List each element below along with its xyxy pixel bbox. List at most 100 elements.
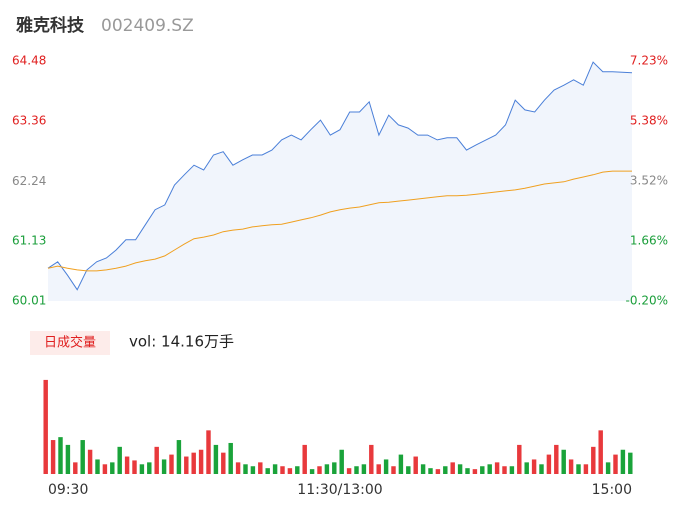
volume-bar	[317, 466, 322, 474]
volume-title: vol: 14.16万手	[129, 333, 234, 351]
y2-tick-label: 1.66%	[630, 233, 668, 247]
volume-bar	[87, 449, 93, 474]
volume-bar	[243, 464, 248, 474]
volume-bar	[398, 454, 404, 474]
volume-bar	[332, 462, 337, 474]
volume-bar	[591, 446, 596, 474]
volume-bar	[206, 430, 211, 474]
volume-bar	[43, 379, 48, 474]
volume-bar	[132, 460, 137, 474]
volume-bar	[272, 464, 278, 474]
volume-bar	[324, 464, 330, 474]
volume-bar	[169, 454, 174, 474]
y-tick-label: 61.13	[12, 233, 46, 247]
series-line	[47, 170, 632, 272]
volume-bar	[435, 469, 441, 474]
volume-bar	[280, 466, 285, 474]
volume-bar	[265, 468, 270, 474]
volume-bar	[406, 466, 411, 474]
volume-bar	[354, 466, 359, 474]
volume-bar	[502, 466, 507, 474]
volume-bar	[80, 440, 85, 474]
volume-bar	[546, 454, 552, 474]
y-tick-label: 60.01	[12, 294, 46, 308]
volume-bar	[287, 468, 293, 474]
volume-bar	[472, 469, 478, 474]
stock-code: 002409.SZ	[101, 16, 194, 36]
volume-bar	[413, 456, 418, 474]
volume-bar	[295, 466, 300, 474]
volume-bar	[176, 440, 182, 474]
x-tick-label: 11:30/13:00	[297, 482, 382, 498]
volume-bar	[161, 459, 167, 474]
volume-bar	[58, 437, 63, 474]
volume-bar	[213, 444, 219, 474]
volume-bar	[420, 464, 426, 474]
volume-bar	[524, 462, 529, 474]
volume-bar	[613, 454, 618, 474]
volume-bar	[191, 452, 196, 474]
volume-bar	[450, 462, 455, 474]
volume-tab: 日成交量	[44, 335, 96, 351]
volume-bar	[554, 444, 559, 474]
volume-bar	[428, 468, 433, 474]
y2-tick-label: 7.23%	[630, 54, 668, 68]
y-tick-label: 64.48	[12, 54, 46, 68]
x-tick-label: 09:30	[48, 482, 88, 498]
volume-bar	[65, 444, 71, 474]
volume-tab-bg	[30, 331, 110, 355]
volume-bar	[309, 469, 315, 474]
volume-bar	[376, 464, 381, 474]
volume-bar	[302, 444, 307, 474]
volume-bar	[117, 446, 122, 474]
volume-bar	[346, 468, 352, 474]
volume-bar	[124, 456, 130, 474]
volume-bar	[383, 459, 389, 474]
volume-bar	[221, 452, 226, 474]
volume-bar	[95, 459, 100, 474]
volume-bar	[391, 466, 396, 474]
volume-bar	[73, 462, 78, 474]
y2-tick-label: -0.20%	[626, 294, 668, 308]
volume-bar	[369, 444, 374, 474]
stock-name: 雅克科技	[15, 15, 85, 36]
volume-bar	[102, 464, 108, 474]
volume-bar	[147, 462, 152, 474]
volume-bar	[539, 464, 544, 474]
volume-bar	[494, 462, 500, 474]
volume-bar	[561, 449, 566, 474]
y2-tick-label: 3.52%	[630, 173, 668, 187]
volume-bar	[154, 446, 159, 474]
series-line	[47, 61, 633, 291]
volume-bar	[509, 466, 515, 474]
volume-bar	[184, 456, 189, 474]
volume-bar	[487, 464, 492, 474]
volume-bar	[568, 459, 574, 474]
volume-bar	[628, 452, 633, 474]
volume-bar	[250, 466, 256, 474]
volume-bar	[605, 462, 611, 474]
volume-bar	[531, 459, 537, 474]
volume-bar	[576, 464, 581, 474]
volume-bar	[480, 466, 485, 474]
x-tick-label: 15:00	[592, 482, 632, 498]
y-tick-label: 62.24	[12, 174, 46, 188]
volume-bar	[465, 468, 470, 474]
volume-bar	[517, 444, 522, 474]
volume-bar	[228, 442, 233, 474]
volume-bar	[110, 462, 115, 474]
y-tick-label: 63.36	[12, 114, 46, 128]
volume-bar	[235, 462, 241, 474]
price-area	[48, 62, 632, 301]
volume-bar	[598, 430, 603, 474]
volume-bar	[139, 464, 145, 474]
volume-bar	[583, 464, 589, 474]
volume-bar	[50, 440, 56, 474]
y2-tick-label: 5.38%	[630, 113, 668, 127]
volume-bar	[198, 449, 204, 474]
volume-bar	[361, 464, 367, 474]
volume-bar	[443, 466, 448, 474]
volume-bar	[457, 464, 463, 474]
volume-bar	[258, 462, 263, 474]
